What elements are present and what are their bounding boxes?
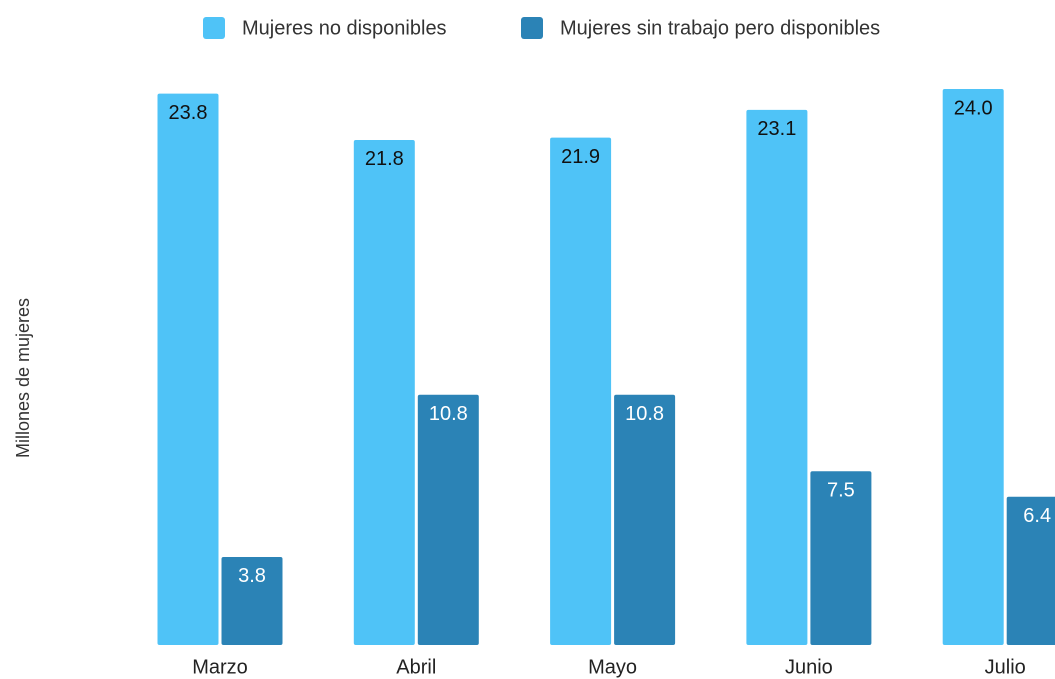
x-tick-label: Mayo — [588, 656, 637, 678]
value-label: 24.0 — [954, 97, 993, 119]
y-axis-label: Millones de mujeres — [13, 298, 33, 458]
x-tick-label: Julio — [985, 656, 1026, 678]
value-label: 23.8 — [169, 102, 208, 124]
legend-swatch — [203, 17, 225, 39]
bar — [157, 93, 219, 646]
value-label: 10.8 — [625, 403, 664, 425]
value-label: 23.1 — [757, 118, 796, 140]
x-tick-label: Marzo — [192, 656, 248, 678]
bar — [550, 137, 612, 645]
value-label: 3.8 — [238, 565, 266, 587]
bar — [942, 89, 1004, 645]
bar — [810, 471, 872, 645]
bar — [417, 394, 479, 645]
value-label: 21.8 — [365, 148, 404, 170]
legend-label: Mujeres sin trabajo pero disponibles — [560, 17, 880, 39]
value-label: 21.9 — [561, 146, 600, 168]
bar — [1006, 496, 1055, 645]
bar — [614, 394, 676, 645]
legend-label: Mujeres no disponibles — [242, 17, 447, 39]
bar — [353, 139, 415, 645]
value-label: 6.4 — [1023, 505, 1051, 527]
legend-swatch — [521, 17, 543, 39]
bar — [746, 109, 808, 646]
value-label: 7.5 — [827, 480, 855, 502]
x-tick-label: Junio — [785, 656, 833, 678]
x-tick-label: Abril — [396, 656, 436, 678]
bar — [221, 556, 283, 645]
value-label: 10.8 — [429, 403, 468, 425]
